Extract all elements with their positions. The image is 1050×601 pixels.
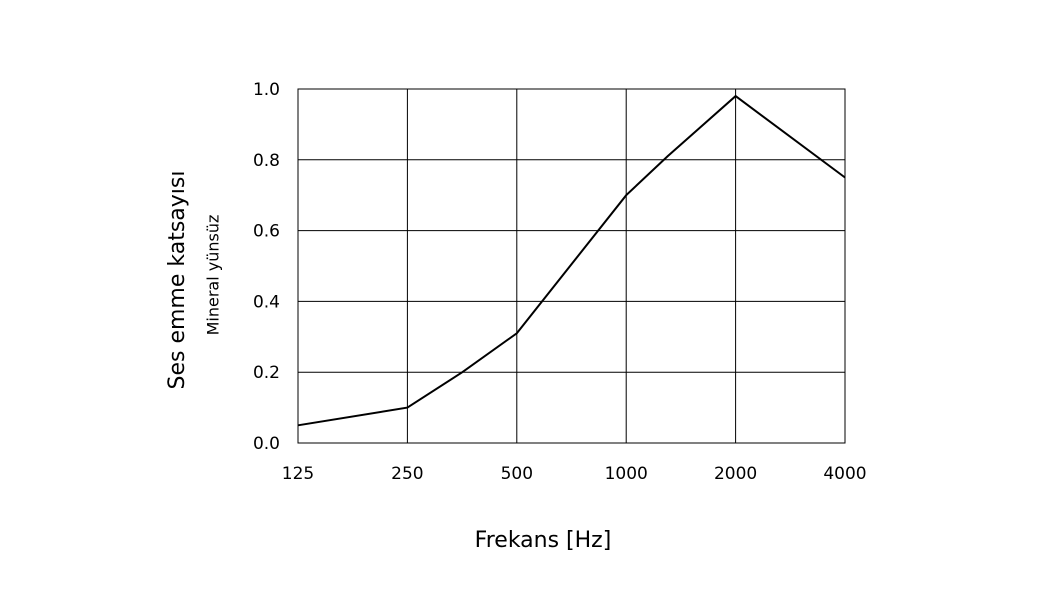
subtitle: Mineral yünsüz: [204, 215, 223, 336]
x-axis-label: Frekans [Hz]: [475, 528, 612, 553]
y-tick-label: 1.0: [253, 80, 280, 100]
y-tick-label: 0.6: [253, 222, 280, 242]
x-tick-label: 1000: [605, 464, 648, 484]
y-tick-label: 0.0: [253, 434, 280, 454]
x-tick-label: 4000: [823, 464, 866, 484]
x-tick-label: 500: [501, 464, 533, 484]
x-tick-label: 2000: [714, 464, 757, 484]
plot-frame: [297, 88, 846, 444]
y-tick-label: 0.8: [253, 151, 280, 171]
y-tick-label: 0.2: [253, 363, 280, 383]
data-line: [297, 94, 846, 427]
y-axis-label: Ses emme katsayısı: [165, 171, 190, 390]
x-tick-label: 125: [282, 464, 314, 484]
y-tick-label: 0.4: [253, 292, 280, 312]
x-tick-label: 250: [391, 464, 423, 484]
